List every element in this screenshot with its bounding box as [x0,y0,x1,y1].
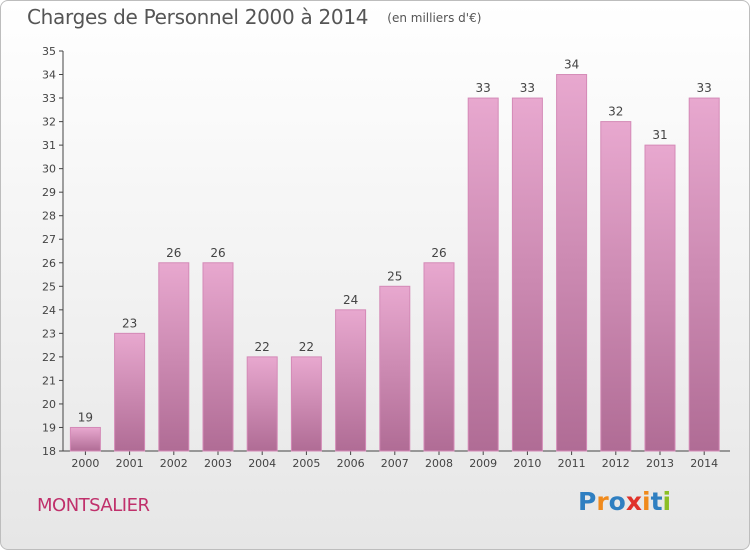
y-tick-label: 21 [42,374,56,387]
y-tick-label: 31 [42,139,56,152]
bar-2009 [467,97,499,452]
place-name: MONTSALIER [37,495,150,516]
x-tick-label: 2011 [558,457,586,470]
logo-letter: o [608,487,626,516]
title-row: Charges de Personnel 2000 à 2014 (en mil… [27,5,481,29]
logo-letter: i [642,487,651,516]
y-tick-label: 24 [42,304,56,317]
labels-layer: 19 2000 23 2001 26 2002 26 2003 22 2004 22 2005 24 20… [71,58,718,470]
axis-layer: 18 19 20 21 22 23 24 25 26 27 28 29 30 31 32 33 34 35 [42,45,730,458]
bar-value-label: 24 [343,293,358,307]
x-tick-label: 2001 [116,457,144,470]
y-tick-label: 20 [42,398,56,411]
x-tick-label: 2010 [513,457,541,470]
bar-2014 [688,97,720,452]
y-tick-label: 27 [42,233,56,246]
x-tick-label: 2014 [690,457,718,470]
logo-letter: r [596,487,609,516]
y-tick-label: 30 [42,163,56,176]
bar-2012 [600,121,632,452]
bar-value-label: 33 [697,81,712,95]
chart-subtitle: (en milliers d'€) [387,11,482,25]
proxiti-logo[interactable]: Proxiti [578,487,671,516]
bar-2000 [69,426,101,452]
bar-2007 [379,285,411,452]
bar-2003 [202,262,234,452]
logo-letter: i [662,487,672,516]
y-tick-label: 33 [42,92,56,105]
bar-2011 [556,74,588,452]
bar-value-label: 22 [255,340,270,354]
y-tick-label: 22 [42,351,56,364]
x-tick-label: 2012 [602,457,630,470]
bar-2002 [158,262,190,452]
bar-value-label: 26 [166,246,181,260]
bars-layer [69,74,720,452]
bar-value-label: 32 [608,105,623,119]
logo-letter: t [650,487,663,516]
bar-value-label: 23 [122,316,137,330]
bar-2006 [335,309,367,452]
x-tick-label: 2013 [646,457,674,470]
bar-value-label: 19 [78,410,93,424]
logo-letter: P [578,487,597,516]
chart-title: Charges de Personnel 2000 à 2014 [27,5,369,29]
bar-value-label: 26 [431,246,446,260]
bar-2008 [423,262,455,452]
x-tick-label: 2003 [204,457,232,470]
bar-2004 [246,356,278,452]
bar-value-label: 25 [387,269,402,283]
x-tick-label: 2005 [292,457,320,470]
logo-letter: x [625,487,642,516]
y-tick-label: 28 [42,210,56,223]
y-tick-label: 34 [42,69,56,82]
y-tick-label: 29 [42,186,56,199]
y-tick-label: 18 [42,445,56,458]
x-tick-label: 2009 [469,457,497,470]
bar-2013 [644,144,676,452]
y-tick-label: 35 [42,45,56,58]
bar-value-label: 34 [564,58,579,72]
x-tick-label: 2008 [425,457,453,470]
bar-value-label: 33 [520,81,535,95]
bar-value-label: 26 [210,246,225,260]
y-tick-label: 26 [42,257,56,270]
y-tick-label: 23 [42,327,56,340]
y-tick-label: 19 [42,421,56,434]
x-tick-label: 2004 [248,457,276,470]
bar-2010 [511,97,543,452]
x-tick-label: 2000 [71,457,99,470]
y-tick-label: 25 [42,280,56,293]
bar-2001 [114,332,146,452]
x-tick-label: 2007 [381,457,409,470]
y-tick-label: 32 [42,116,56,129]
x-tick-label: 2006 [337,457,365,470]
bar-2005 [290,356,322,452]
bar-value-label: 31 [652,128,667,142]
x-tick-label: 2002 [160,457,188,470]
bar-value-label: 22 [299,340,314,354]
bar-value-label: 33 [476,81,491,95]
